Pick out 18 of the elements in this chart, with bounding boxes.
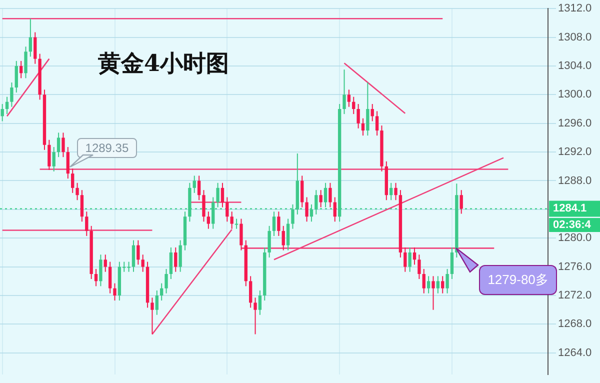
y-tick-label: 1304.0 <box>558 60 592 72</box>
annotation: 1279-80多 <box>478 265 558 295</box>
text: 黄金4小时图 <box>98 49 230 79</box>
y-tick-label: 1308.0 <box>558 31 592 44</box>
text: 02:36:4 <box>549 218 600 232</box>
annotation: 1289.35 <box>77 138 137 158</box>
y-tick-label: 1296.0 <box>558 117 592 130</box>
y-tick-label: 1264.0 <box>558 346 592 359</box>
y-tick-label: 1280.0 <box>558 232 592 244</box>
y-tick-label: 1272.0 <box>558 290 592 302</box>
y-tick-label: 1268.0 <box>558 318 592 330</box>
y-tick-label: 1276.0 <box>558 260 592 273</box>
y-tick-label: 1292.0 <box>558 146 592 158</box>
y-tick-label: 1300.0 <box>558 88 592 101</box>
candlestick <box>234 218 238 229</box>
ref-line-label: 1284.1 <box>553 202 587 215</box>
y-tick-label: 1312.0 <box>558 2 592 15</box>
y-tick-label: 1288.0 <box>558 174 592 187</box>
